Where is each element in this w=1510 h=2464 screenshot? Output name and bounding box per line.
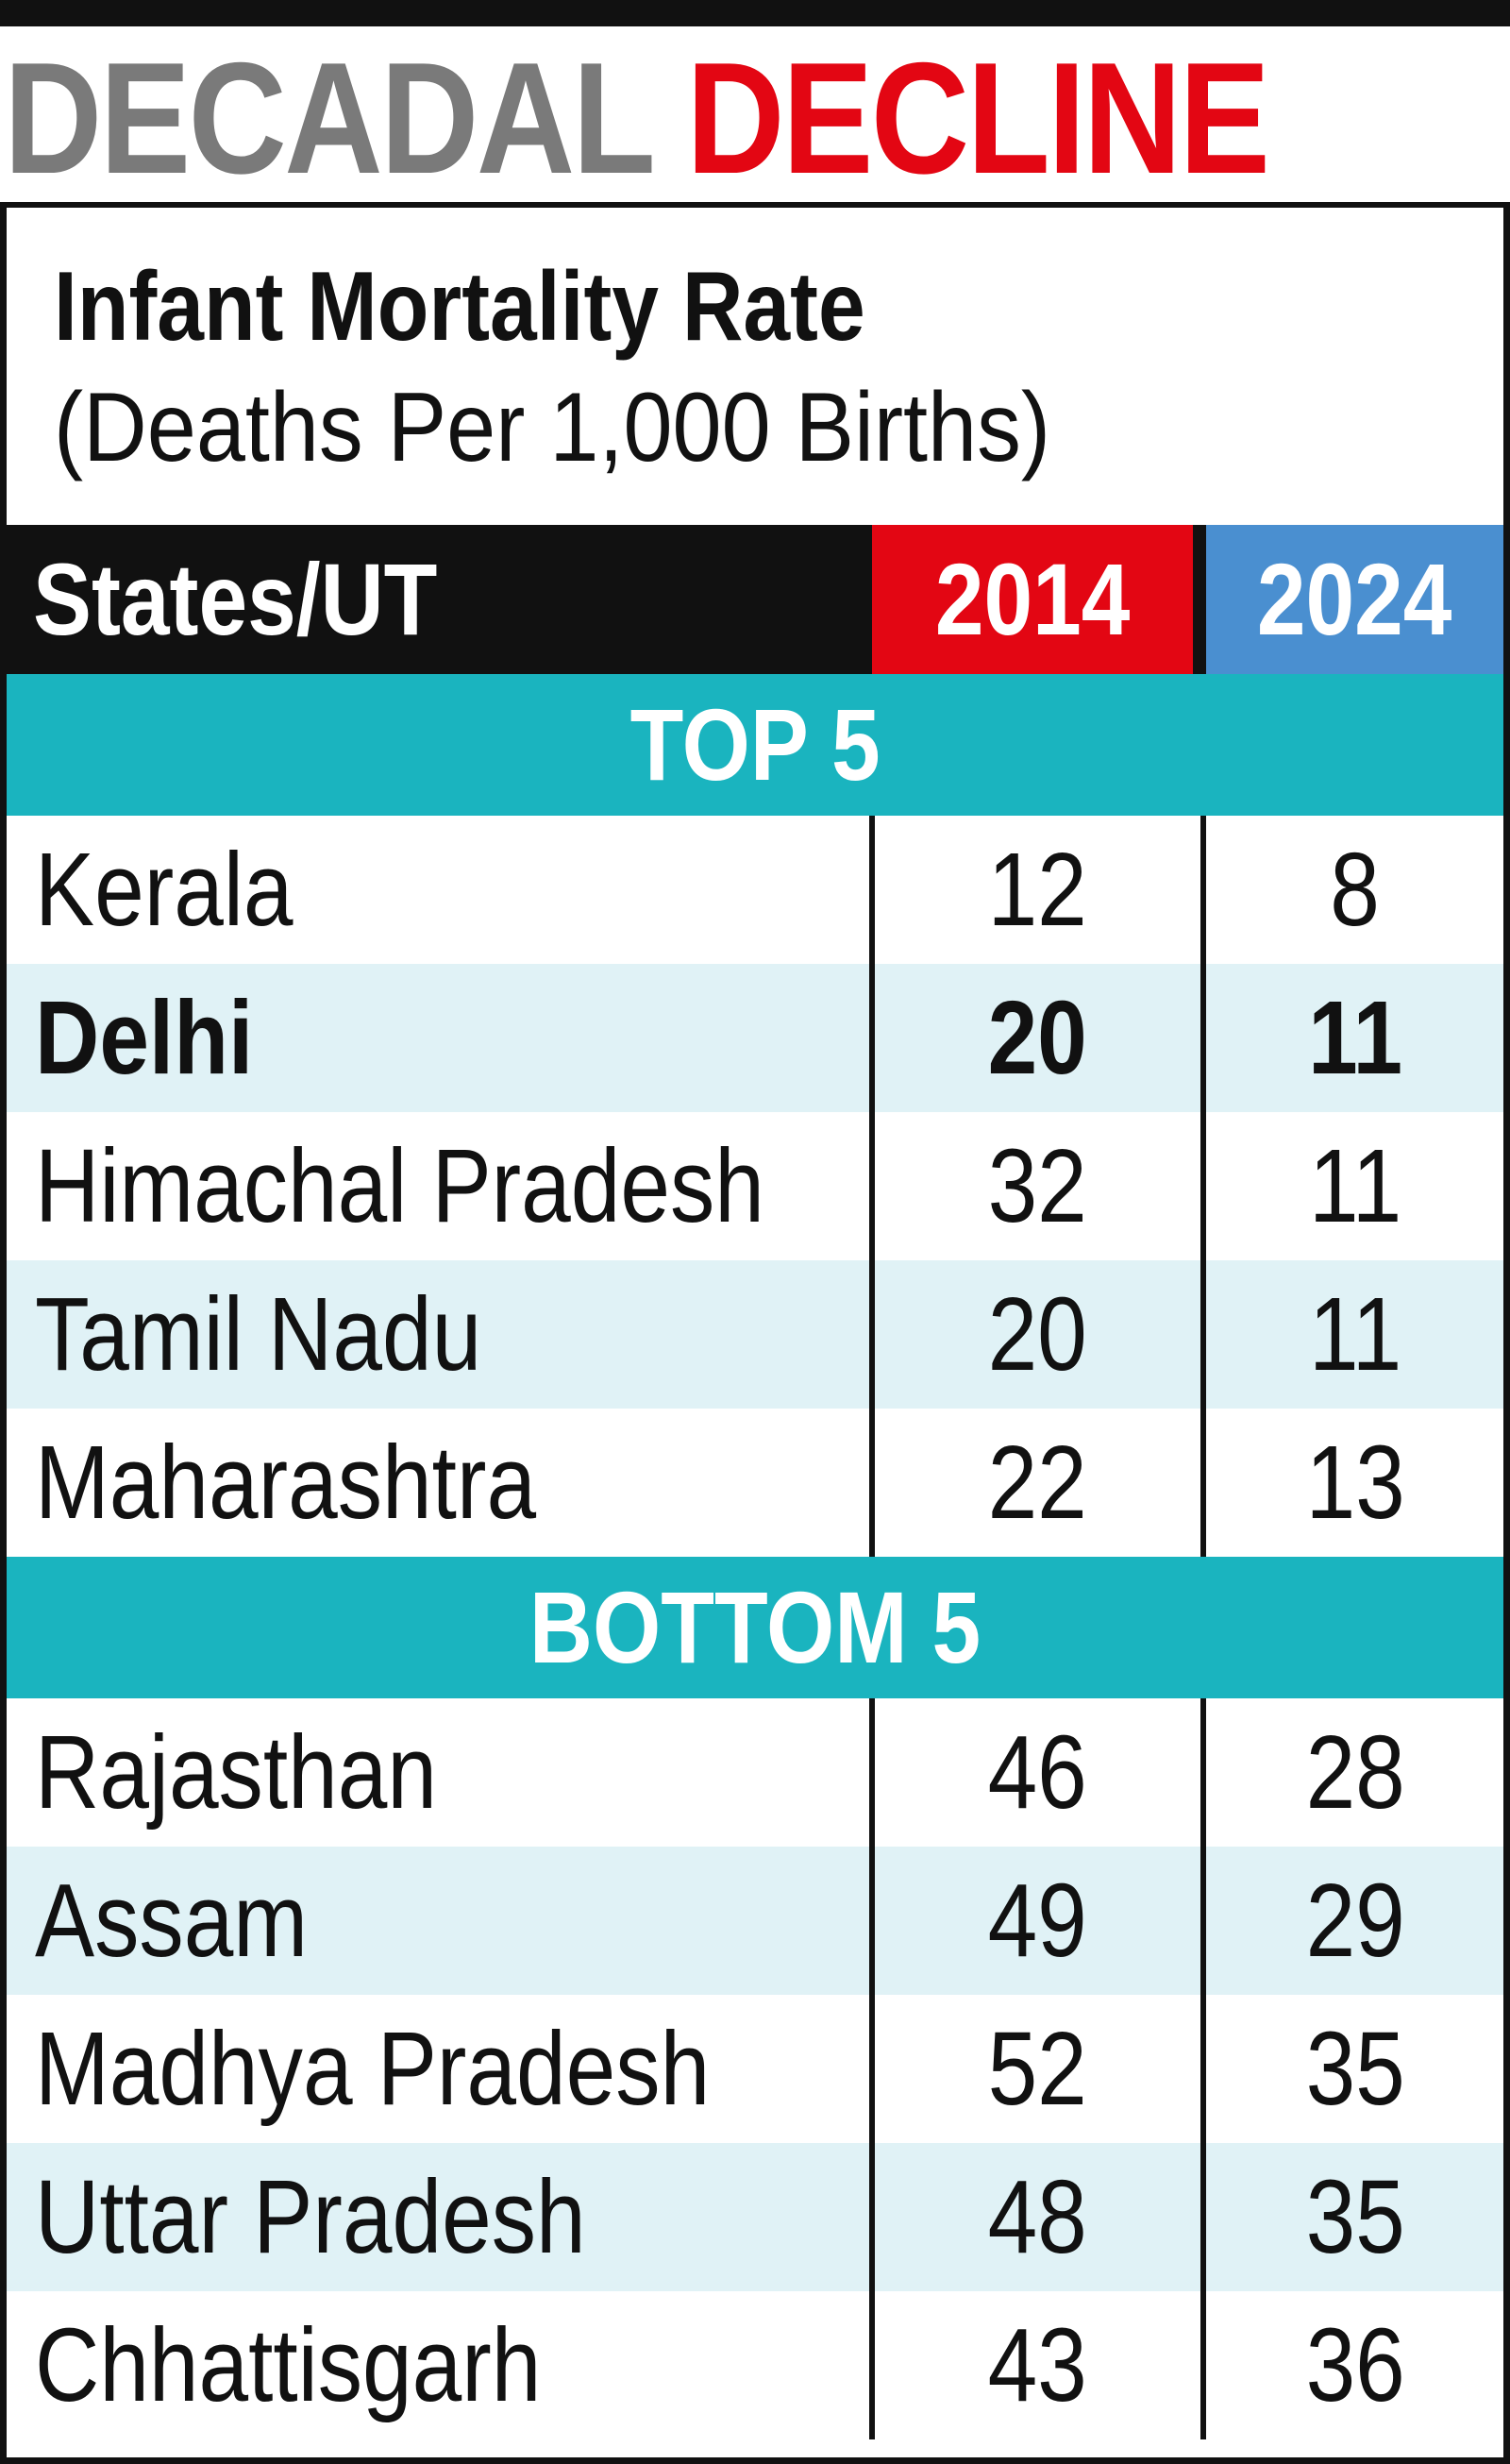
value-2014-cell: 20 xyxy=(877,964,1198,1112)
chart-title: Infant Mortality Rate xyxy=(54,252,865,362)
value-2024: 35 xyxy=(1305,2011,1405,2127)
state-name: Himachal Pradesh xyxy=(35,1128,764,1244)
value-2024: 35 xyxy=(1305,2159,1405,2275)
table-row: Himachal Pradesh 32 11 xyxy=(7,1112,1503,1260)
value-2024: 11 xyxy=(1308,1276,1402,1392)
value-2014-cell: 43 xyxy=(877,2291,1198,2439)
column-divider xyxy=(869,816,875,1557)
table-row: Assam 49 29 xyxy=(7,1847,1503,1995)
value-2024-cell: 13 xyxy=(1207,1409,1503,1557)
state-name: Delhi xyxy=(35,980,254,1096)
section-header: TOP 5 xyxy=(7,674,1503,816)
value-2014-cell: 32 xyxy=(877,1112,1198,1260)
table-row: Uttar Pradesh 48 35 xyxy=(7,2143,1503,2291)
value-2024-cell: 35 xyxy=(1207,2143,1503,2291)
column-divider xyxy=(869,1698,875,2439)
chart-subtitle: (Deaths Per 1,000 Births) xyxy=(54,373,1051,482)
state-name: Maharashtra xyxy=(35,1425,537,1541)
column-header-states: States/UT xyxy=(33,542,438,656)
column-divider xyxy=(1200,1698,1206,2439)
state-name: Tamil Nadu xyxy=(35,1276,482,1392)
value-2024-cell: 29 xyxy=(1207,1847,1503,1995)
value-2024-cell: 11 xyxy=(1207,964,1503,1112)
value-2014-cell: 20 xyxy=(877,1260,1198,1409)
headline-word-decadal: DECADAL xyxy=(4,29,653,207)
headline-word-decline: DECLINE xyxy=(686,29,1270,207)
table-row: Tamil Nadu 20 11 xyxy=(7,1260,1503,1409)
table-panel: Infant Mortality Rate (Deaths Per 1,000 … xyxy=(0,202,1510,2464)
value-2024-cell: 36 xyxy=(1207,2291,1503,2439)
value-2024: 36 xyxy=(1305,2307,1405,2423)
headline: DECADAL DECLINE xyxy=(4,38,1296,198)
value-2014: 12 xyxy=(987,832,1087,948)
state-name: Madhya Pradesh xyxy=(35,2011,711,2127)
value-2024: 11 xyxy=(1307,980,1402,1096)
column-divider xyxy=(1200,816,1206,1557)
value-2024-cell: 28 xyxy=(1207,1698,1503,1847)
value-2014: 46 xyxy=(987,1714,1087,1831)
value-2014: 20 xyxy=(987,980,1087,1096)
value-2024-cell: 11 xyxy=(1207,1260,1503,1409)
column-header-2014: 2014 xyxy=(872,525,1193,674)
value-2014-cell: 12 xyxy=(877,816,1198,964)
table-row: Delhi 20 11 xyxy=(7,964,1503,1112)
value-2014: 52 xyxy=(987,2011,1087,2127)
value-2024: 29 xyxy=(1305,1863,1405,1979)
table-row: Madhya Pradesh 52 35 xyxy=(7,1995,1503,2143)
column-header-2024-label: 2024 xyxy=(1257,542,1452,656)
table-header: States/UT 2014 2024 xyxy=(7,525,1503,674)
value-2014: 22 xyxy=(987,1425,1087,1541)
value-2024-cell: 11 xyxy=(1207,1112,1503,1260)
table-row: Rajasthan 46 28 xyxy=(7,1698,1503,1847)
value-2014: 48 xyxy=(987,2159,1087,2275)
title-box: Infant Mortality Rate (Deaths Per 1,000 … xyxy=(7,208,1503,525)
value-2014-cell: 22 xyxy=(877,1409,1198,1557)
value-2014-cell: 52 xyxy=(877,1995,1198,2143)
value-2014: 20 xyxy=(987,1276,1087,1392)
value-2024: 28 xyxy=(1305,1714,1405,1831)
value-2014-cell: 46 xyxy=(877,1698,1198,1847)
table-row: Kerala 12 8 xyxy=(7,816,1503,964)
value-2024: 13 xyxy=(1305,1425,1405,1541)
value-2024-cell: 8 xyxy=(1207,816,1503,964)
state-name: Kerala xyxy=(35,832,294,948)
value-2024: 8 xyxy=(1330,832,1381,948)
state-name: Uttar Pradesh xyxy=(35,2159,586,2275)
section-header: BOTTOM 5 xyxy=(7,1557,1503,1698)
section-label: BOTTOM 5 xyxy=(528,1570,982,1684)
value-2014: 49 xyxy=(987,1863,1087,1979)
state-name: Chhattisgarh xyxy=(35,2307,542,2423)
table-row: Maharashtra 22 13 xyxy=(7,1409,1503,1557)
column-header-2024: 2024 xyxy=(1206,525,1503,674)
value-2014-cell: 48 xyxy=(877,2143,1198,2291)
value-2024: 11 xyxy=(1308,1128,1402,1244)
value-2014: 32 xyxy=(987,1128,1087,1244)
top-rule xyxy=(0,0,1510,26)
value-2014-cell: 49 xyxy=(877,1847,1198,1995)
value-2014: 43 xyxy=(987,2307,1087,2423)
section-label: TOP 5 xyxy=(629,687,881,802)
state-name: Rajasthan xyxy=(35,1714,437,1831)
column-header-2014-label: 2014 xyxy=(934,542,1131,656)
state-name: Assam xyxy=(35,1863,309,1979)
value-2024-cell: 35 xyxy=(1207,1995,1503,2143)
table-row: Chhattisgarh 43 36 xyxy=(7,2291,1503,2439)
